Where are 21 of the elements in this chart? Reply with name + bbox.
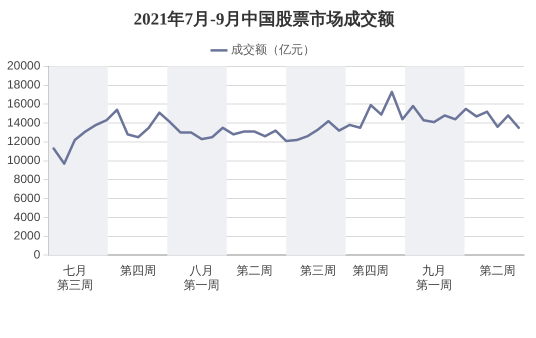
y-tick-label: 2000: [14, 228, 41, 243]
y-tick-label: 12000: [6, 134, 41, 148]
y-tick-label: 4000: [14, 210, 41, 224]
y-tick-label: 20000: [6, 58, 41, 73]
x-tick-label: 第四周: [352, 264, 389, 278]
x-tick-label: 九月第一周: [416, 264, 452, 292]
chart-title: 2021年7月-9月中国股票市场成交额: [134, 10, 396, 29]
y-tick-label: 18000: [6, 78, 41, 92]
x-tick-label: 第三周: [300, 264, 336, 278]
y-tick-label: 10000: [6, 153, 41, 168]
y-tick-label: 6000: [14, 190, 41, 205]
y-tick-label: 8000: [14, 172, 41, 186]
legend-label: 成交额（亿元）: [231, 42, 315, 57]
x-tick-label: 第二周: [480, 264, 516, 278]
y-tick-label: 16000: [6, 96, 41, 110]
y-tick-label: 0: [34, 248, 41, 262]
x-tick-label: 七月第三周: [56, 264, 93, 292]
x-tick-label: 第四周: [120, 264, 156, 278]
y-tick-label: 14000: [6, 115, 41, 130]
x-tick-label: 第二周: [236, 264, 272, 278]
x-tick-label: 八月第一周: [184, 264, 220, 292]
